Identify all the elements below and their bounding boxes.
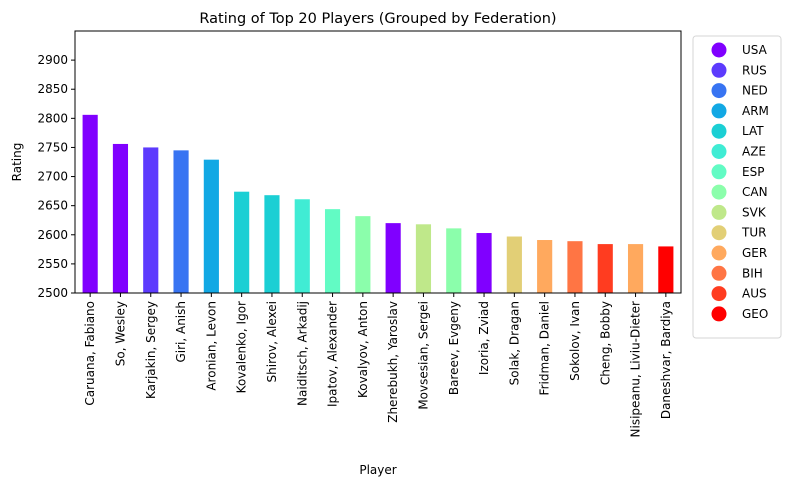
- legend-marker: [711, 184, 727, 200]
- y-tick-label: 2800: [37, 111, 68, 125]
- x-tick-label: Movsesian, Sergei: [416, 301, 430, 410]
- x-tick-label: Izoria, Zviad: [477, 301, 491, 375]
- legend-marker: [711, 204, 727, 220]
- x-tick-label: So, Wesley: [113, 301, 127, 366]
- legend-marker: [711, 245, 727, 261]
- legend-label: LAT: [742, 124, 764, 138]
- legend-marker: [711, 83, 727, 99]
- legend-label: USA: [742, 43, 768, 57]
- x-tick-label: Nisipeanu, Liviu-Dieter: [629, 301, 643, 438]
- x-tick-label: Kovalenko, Igor: [235, 301, 249, 393]
- bar: [82, 114, 98, 293]
- legend-label: NED: [742, 84, 768, 98]
- bar: [537, 240, 553, 293]
- legend-label: AZE: [742, 145, 766, 159]
- legend-label: RUS: [742, 63, 767, 77]
- x-axis-label: Player: [359, 463, 396, 477]
- legend-frame: [692, 35, 782, 339]
- x-axis-ticks: Caruana, Fabiano So, Wesley Karjakin, Serg…: [83, 293, 673, 437]
- legend-label: AUS: [742, 287, 767, 301]
- legend-label: TUR: [741, 226, 766, 240]
- legend-marker: [711, 286, 727, 302]
- legend-marker: [711, 265, 727, 281]
- y-tick-label: 2900: [37, 53, 68, 67]
- legend-marker: [711, 123, 727, 139]
- bar: [385, 223, 401, 293]
- x-tick-label: Fridman, Daniel: [538, 301, 552, 395]
- bar: [173, 150, 189, 293]
- legend-marker: [711, 306, 727, 322]
- legend-label: BIH: [742, 266, 763, 280]
- legend-marker: [711, 62, 727, 78]
- x-tick-label: Giri, Anish: [174, 301, 188, 363]
- bar: [355, 216, 371, 293]
- y-axis-ticks: 2500 2550 2600 2650 2700 2750 2800 2850 2900: [37, 53, 75, 300]
- legend-marker: [711, 225, 727, 241]
- legend: USA RUS NED ARM LAT AZE ESP CAN SVK TUR GER BIH AUS G…: [692, 35, 782, 339]
- y-tick-label: 2850: [37, 82, 68, 96]
- bar: [627, 244, 644, 293]
- x-tick-label: Daneshvar, Bardiya: [659, 301, 673, 419]
- x-tick-label: Kovalyov, Anton: [356, 301, 370, 398]
- y-tick-label: 2750: [37, 140, 68, 154]
- bar: [597, 244, 613, 293]
- bar: [658, 246, 674, 293]
- x-tick-label: Ipatov, Alexander: [326, 301, 340, 407]
- bar: [112, 143, 129, 293]
- legend-marker: [711, 103, 727, 119]
- y-axis-label: Rating: [10, 143, 24, 182]
- x-tick-label: Sokolov, Ivan: [568, 301, 582, 381]
- bars-group: [82, 114, 674, 293]
- chart-title: Rating of Top 20 Players (Grouped by Fed…: [199, 11, 556, 27]
- legend-label: SVK: [742, 205, 767, 219]
- bar: [415, 224, 432, 293]
- x-tick-label: Cheng, Bobby: [598, 301, 612, 385]
- x-tick-label: Caruana, Fabiano: [83, 301, 97, 406]
- bar: [294, 199, 310, 293]
- bar: [234, 191, 250, 293]
- legend-label: GEO: [742, 307, 768, 321]
- y-tick-label: 2550: [37, 257, 68, 271]
- x-tick-label: Zherebukh, Yaroslav: [386, 301, 400, 423]
- y-tick-label: 2650: [37, 199, 68, 213]
- y-tick-label: 2700: [37, 170, 68, 184]
- bar: [203, 159, 219, 293]
- bar: [143, 147, 159, 293]
- y-tick-label: 2600: [37, 228, 68, 242]
- legend-marker: [711, 164, 727, 180]
- bar: [264, 195, 280, 293]
- y-tick-label: 2500: [37, 286, 68, 300]
- bar: [476, 233, 492, 293]
- x-tick-label: Bareev, Evgeny: [447, 301, 461, 395]
- x-tick-label: Karjakin, Sergey: [144, 301, 158, 399]
- legend-label: ARM: [742, 104, 769, 118]
- bar: [567, 241, 583, 293]
- x-tick-label: Solak, Dragan: [507, 301, 521, 385]
- legend-label: ESP: [742, 165, 764, 179]
- x-tick-label: Shirov, Alexei: [265, 301, 279, 382]
- plot-frame: [74, 30, 682, 294]
- bar: [324, 209, 341, 293]
- bar: [446, 228, 462, 293]
- x-tick-label: Aronian, Levon: [204, 301, 218, 391]
- bar: [506, 236, 522, 293]
- legend-marker: [711, 42, 727, 58]
- legend-label: CAN: [742, 185, 768, 199]
- x-tick-label: Naiditsch, Arkadij: [295, 301, 309, 406]
- legend-label: GER: [742, 246, 767, 260]
- legend-marker: [711, 144, 727, 159]
